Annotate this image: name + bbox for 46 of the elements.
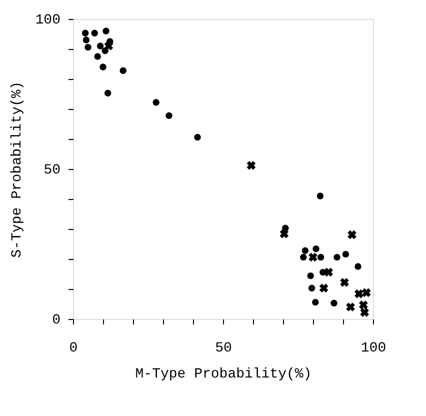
- point: [302, 247, 309, 254]
- y-tick-label: 0: [52, 312, 60, 328]
- point: [104, 90, 112, 96]
- point: [100, 64, 106, 70]
- point: [354, 263, 362, 270]
- point: [104, 42, 114, 50]
- x-axis-title: M-Type Probability(%): [135, 366, 312, 382]
- point: [317, 254, 324, 261]
- point: [348, 230, 356, 240]
- point: [91, 30, 98, 36]
- point: [334, 254, 340, 261]
- point: [342, 250, 350, 258]
- point: [308, 252, 318, 262]
- point: [354, 289, 364, 298]
- point: [166, 112, 172, 119]
- point: [308, 284, 316, 292]
- point: [82, 36, 90, 44]
- point: [194, 134, 201, 141]
- x-tick-label: 0: [69, 340, 78, 356]
- point: [340, 278, 349, 287]
- point: [319, 284, 328, 293]
- point: [96, 42, 104, 50]
- point: [120, 67, 126, 74]
- point: [246, 160, 256, 170]
- point: [312, 298, 319, 306]
- y-axis-title: S-Type Probability(%): [9, 81, 26, 258]
- y-tick-label: 100: [35, 12, 60, 28]
- point: [84, 44, 92, 51]
- point: [307, 272, 314, 280]
- point: [360, 308, 370, 317]
- point: [152, 99, 160, 106]
- point: [312, 245, 320, 252]
- x-tick-label: 50: [215, 340, 232, 356]
- point: [358, 300, 368, 310]
- point: [280, 229, 289, 238]
- point: [316, 192, 324, 200]
- point: [300, 254, 307, 261]
- point: [94, 53, 101, 60]
- point: [324, 268, 334, 277]
- point: [102, 28, 110, 34]
- x-tick-label: 100: [360, 340, 386, 356]
- point: [362, 288, 371, 298]
- point: [330, 300, 338, 306]
- point: [346, 302, 355, 312]
- y-tick-label: 50: [44, 162, 60, 178]
- point: [82, 30, 89, 36]
